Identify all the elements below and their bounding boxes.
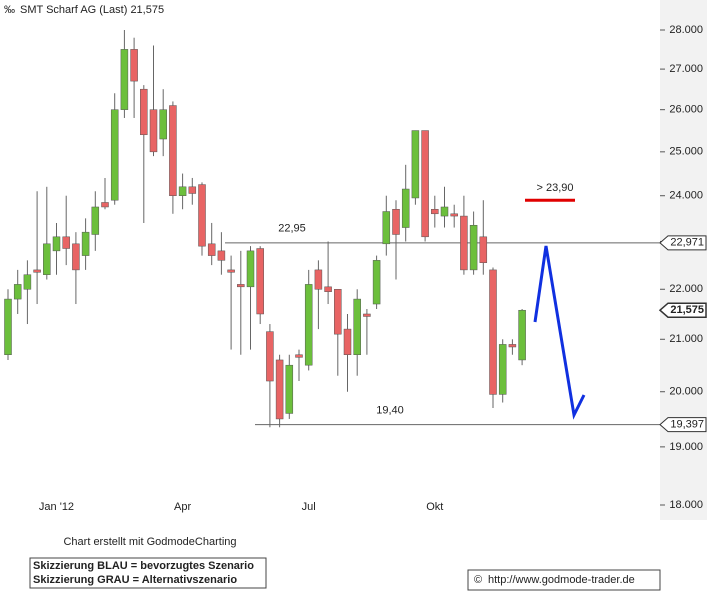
y-tick-label: 26.000 [669, 104, 703, 116]
y-tick-label: 27.000 [669, 63, 703, 75]
candle-body [460, 215, 468, 271]
candle-body [207, 243, 216, 256]
y-tick-label: 25.000 [669, 146, 703, 158]
candle-body [23, 274, 32, 290]
chart-title: SMT Scharf AG (Last) 21,575 [20, 4, 164, 16]
candle-body [178, 186, 187, 196]
y-tick-label: 18.000 [669, 499, 703, 511]
y-tick-label: 19.000 [669, 441, 703, 453]
candle-body [324, 286, 332, 292]
legend-box [29, 557, 267, 589]
candle-body [33, 269, 41, 273]
candle-body [498, 344, 507, 395]
candle-body [91, 206, 100, 235]
price-tag-label: 21,575 [670, 304, 704, 316]
x-tick-label: Apr [174, 501, 191, 513]
candle-body [489, 269, 497, 395]
candle-body [198, 184, 206, 247]
x-tick-label: Jan '12 [39, 501, 74, 513]
candle-body [401, 188, 410, 228]
price-tag-label: 22,971 [670, 237, 704, 249]
url-box [467, 569, 661, 591]
candle-body [130, 49, 138, 82]
copyright-icon: © [474, 574, 482, 586]
candle-body [314, 269, 323, 290]
x-tick-label: Jul [302, 501, 316, 513]
candle-body [334, 289, 342, 335]
candle-body [62, 236, 70, 249]
price-tag [658, 302, 707, 318]
candle-body [411, 130, 420, 199]
candle-body [4, 298, 12, 355]
y-tick-label: 21.000 [669, 333, 703, 345]
candle-body [149, 109, 158, 153]
candle-body [469, 224, 478, 271]
candle-body [479, 236, 488, 263]
x-tick-label: Okt [426, 501, 443, 513]
candle-body [227, 269, 235, 273]
credit: Chart erstellt mit GodmodeCharting [63, 536, 236, 548]
target-label: > 23,90 [536, 182, 573, 194]
candle-body [363, 313, 371, 317]
candle-body [295, 354, 303, 358]
candle-body [353, 298, 361, 355]
candle-body [304, 284, 313, 366]
candle-body [382, 211, 391, 245]
y-tick-label: 28.000 [669, 24, 703, 36]
candle-body [237, 284, 245, 288]
url[interactable]: http://www.godmode-trader.de [488, 574, 635, 586]
candle-body [392, 208, 400, 235]
scenario-path [533, 245, 586, 420]
legend-text: Skizzierung GRAU = Alternativszenario [33, 574, 237, 586]
candle-body [81, 231, 90, 256]
candle-body [217, 250, 226, 261]
candle-body [159, 109, 167, 140]
candle-body [266, 331, 274, 382]
level-note: 19,40 [376, 405, 404, 417]
candle-body [188, 186, 197, 194]
price-tag-label: 19,397 [670, 419, 704, 431]
y-tick-label: 22.000 [669, 283, 703, 295]
price-tag [659, 417, 707, 433]
candle-body [246, 250, 255, 288]
y-tick-label: 20.000 [669, 386, 703, 398]
candle-body [518, 309, 526, 361]
legend-text: Skizzierung BLAU = bevorzugtes Szenario [33, 560, 254, 572]
candle-body [431, 208, 439, 215]
candle-body [508, 344, 517, 348]
candle-body [440, 206, 449, 217]
level-note: 22,95 [278, 223, 306, 235]
candle-body [275, 359, 284, 420]
candle-body [343, 328, 352, 355]
candle-body [372, 260, 381, 305]
candle-body [110, 109, 119, 201]
candle-body [450, 213, 458, 217]
candle-body [52, 236, 61, 252]
candle-body [169, 105, 177, 196]
candle-body [285, 364, 294, 414]
candle-body [72, 243, 80, 271]
candle-body [421, 130, 429, 238]
candle-body [101, 202, 109, 208]
candle-body [43, 243, 51, 275]
candle-body [256, 248, 264, 315]
y-tick-label: 24.000 [669, 190, 703, 202]
candle-body [120, 49, 129, 110]
axis-bg [660, 0, 707, 520]
price-tag [659, 235, 707, 251]
candle-body [13, 284, 22, 300]
icon: ‰ [4, 4, 15, 16]
candle-body [140, 88, 148, 136]
title-bg [0, 0, 200, 20]
